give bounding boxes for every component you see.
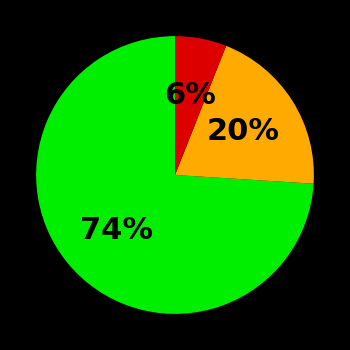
Wedge shape	[175, 46, 314, 184]
Text: 6%: 6%	[164, 81, 216, 110]
Wedge shape	[175, 36, 226, 175]
Wedge shape	[36, 36, 314, 314]
Text: 74%: 74%	[80, 216, 153, 245]
Text: 20%: 20%	[206, 117, 280, 146]
